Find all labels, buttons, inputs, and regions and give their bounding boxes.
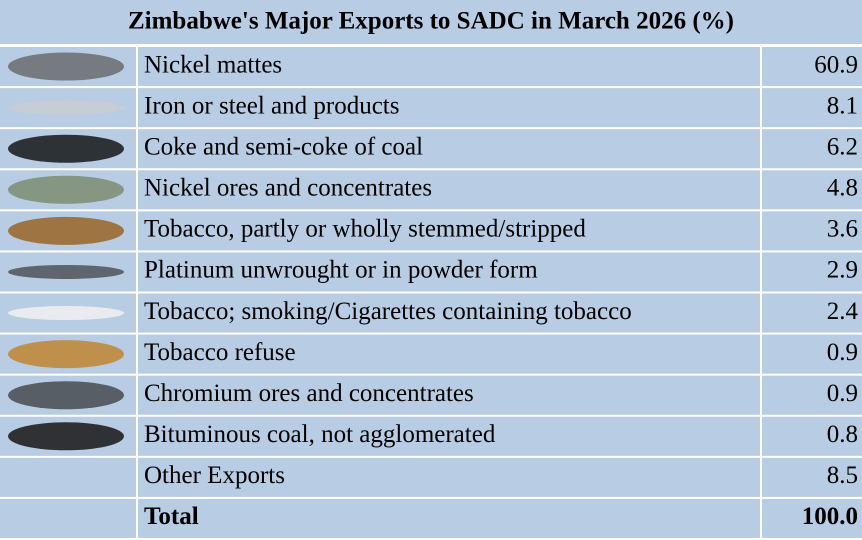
image-cell — [0, 457, 136, 497]
export-share: 4.8 — [827, 175, 858, 202]
name-cell — [138, 375, 760, 415]
value-cell — [762, 211, 862, 251]
product-image — [8, 52, 124, 81]
value-cell — [762, 252, 862, 292]
value-cell — [762, 170, 862, 210]
product-name: Total — [144, 503, 199, 530]
name-cell — [138, 457, 760, 497]
export-share: 2.4 — [827, 298, 859, 325]
export-share: 100.0 — [802, 503, 858, 530]
export-share: 0.8 — [827, 421, 858, 448]
product-image — [8, 381, 124, 410]
product-image — [8, 216, 124, 245]
product-name: Tobacco refuse — [144, 339, 296, 366]
value-cell — [762, 416, 862, 456]
name-cell — [138, 211, 760, 251]
product-name: Coke and semi-coke of coal — [144, 133, 423, 160]
name-cell — [138, 498, 760, 538]
product-name: Tobacco; smoking/Cigarettes containing t… — [144, 298, 632, 325]
product-name: Chromium ores and concentrates — [144, 380, 474, 407]
product-name: Nickel ores and concentrates — [144, 175, 432, 202]
export-share: 60.9 — [814, 51, 858, 78]
product-image — [8, 340, 124, 369]
table-title: Zimbabwe's Major Exports to SADC in Marc… — [128, 8, 734, 35]
title-bg — [0, 0, 862, 44]
export-share: 8.5 — [827, 462, 858, 489]
value-cell — [762, 375, 862, 415]
export-share: 0.9 — [827, 339, 858, 366]
product-image — [8, 422, 124, 451]
product-name: Tobacco, partly or wholly stemmed/stripp… — [144, 216, 586, 243]
name-cell — [138, 416, 760, 456]
name-cell — [138, 88, 760, 128]
product-image — [8, 306, 124, 321]
product-image — [8, 100, 124, 115]
product-image — [8, 175, 124, 204]
export-share: 6.2 — [827, 133, 858, 160]
value-cell — [762, 88, 862, 128]
name-cell — [138, 334, 760, 374]
value-cell — [762, 498, 862, 538]
export-share: 0.9 — [827, 380, 858, 407]
image-cell — [0, 498, 136, 538]
export-share: 8.1 — [827, 92, 858, 119]
name-cell — [138, 293, 760, 333]
product-name: Platinum unwrought or in powder form — [144, 257, 538, 284]
product-name: Other Exports — [144, 462, 285, 489]
value-cell — [762, 457, 862, 497]
name-cell — [138, 170, 760, 210]
value-cell — [762, 129, 862, 169]
export-share: 2.9 — [827, 257, 858, 284]
name-cell — [138, 47, 760, 87]
product-image — [8, 264, 124, 279]
product-name: Nickel mattes — [144, 51, 282, 78]
product-name: Iron or steel and products — [144, 92, 399, 119]
value-cell — [762, 47, 862, 87]
value-cell — [762, 334, 862, 374]
name-cell — [138, 252, 760, 292]
name-cell — [138, 129, 760, 169]
product-image — [8, 134, 124, 163]
export-share: 3.6 — [827, 216, 858, 243]
value-cell — [762, 293, 862, 333]
product-name: Bituminous coal, not agglomerated — [144, 421, 496, 448]
